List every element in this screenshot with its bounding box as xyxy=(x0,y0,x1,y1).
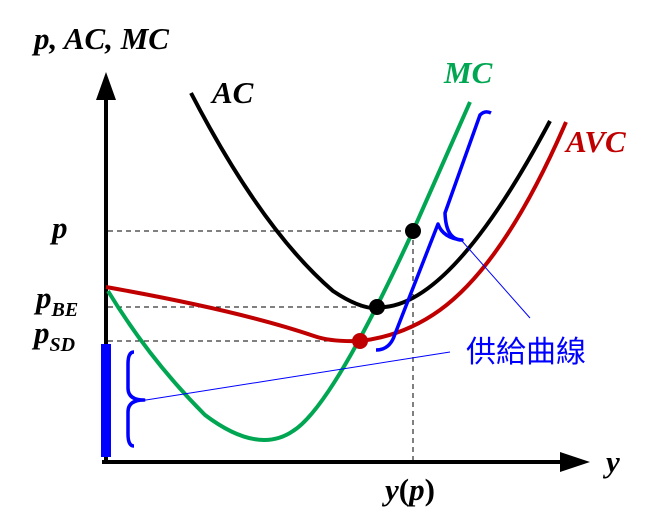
p-sd-label: pSD xyxy=(31,315,75,356)
mc-curve xyxy=(106,101,472,442)
supply-brace-left xyxy=(126,350,146,448)
y-of-p-open: ( xyxy=(399,472,409,507)
shutdown-point xyxy=(352,333,368,349)
mc-label: MC xyxy=(443,55,493,90)
pointer-line-lower xyxy=(145,351,451,401)
supply-brace-right xyxy=(375,110,492,352)
ac-label: AC xyxy=(210,75,254,110)
p-be-label: pBE xyxy=(33,280,78,321)
axes xyxy=(96,72,590,472)
ac-curve xyxy=(189,92,552,311)
p-be-main: p xyxy=(33,280,52,315)
pointer-line-upper xyxy=(461,240,531,319)
p-label: p xyxy=(49,210,68,245)
y-axis-label: p, AC, MC xyxy=(31,21,169,56)
y-axis-arrowhead xyxy=(96,72,116,100)
p-be-subscript: BE xyxy=(51,299,79,321)
x-axis-arrowhead xyxy=(560,452,590,472)
p-sd-subscript: SD xyxy=(50,334,76,356)
supply-curve-label: 供給曲線 xyxy=(466,335,586,370)
break-even-point xyxy=(369,299,385,315)
y-of-p-close: ) xyxy=(425,472,435,507)
supply-annotation xyxy=(126,110,531,448)
ac-mc-point xyxy=(405,223,421,239)
y-of-p-label: y(p) xyxy=(381,472,435,507)
x-axis-label: y xyxy=(602,444,620,479)
p-sd-main: p xyxy=(31,315,50,350)
avc-label: AVC xyxy=(564,124,626,159)
y-of-p-arg: p xyxy=(406,472,425,507)
guide-lines xyxy=(108,230,414,462)
y-of-p-main: y xyxy=(381,472,399,507)
avc-curve xyxy=(105,121,568,344)
